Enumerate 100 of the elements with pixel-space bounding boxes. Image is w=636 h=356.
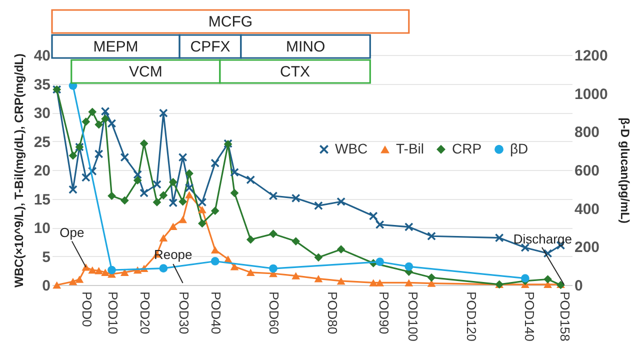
x-tick-label: POD10 <box>105 292 120 334</box>
point <box>230 188 239 198</box>
point <box>159 264 168 272</box>
legend-label: CRP <box>452 140 482 156</box>
point <box>108 192 116 200</box>
point <box>404 262 414 271</box>
point <box>140 188 148 198</box>
point <box>314 201 323 210</box>
y2-tick-label: 1000 <box>574 86 608 103</box>
point <box>314 253 323 262</box>
point <box>168 198 178 207</box>
point <box>269 264 278 273</box>
y-tick-label: 35 <box>34 76 50 94</box>
point <box>336 277 346 285</box>
x-tick-label: POD158 <box>557 292 572 342</box>
point <box>427 280 436 287</box>
point <box>246 235 255 244</box>
point <box>133 176 142 185</box>
point <box>94 120 104 129</box>
x-tick-label: POD140 <box>522 292 537 342</box>
text: MEPM <box>93 38 138 56</box>
point <box>101 114 110 124</box>
point <box>269 230 278 238</box>
point <box>140 139 148 148</box>
y-tick-label: 10 <box>34 220 50 237</box>
point <box>404 279 414 286</box>
x-tick-label: POD100 <box>406 292 421 342</box>
point <box>269 192 278 200</box>
legend-label: WBC <box>335 140 368 156</box>
point <box>369 279 378 286</box>
point <box>376 258 384 266</box>
point <box>101 268 110 276</box>
point <box>210 246 220 254</box>
point <box>292 237 300 246</box>
x-tick-label: POD30 <box>176 292 192 334</box>
point <box>495 234 504 242</box>
point <box>68 278 78 286</box>
x-tick-label: POD60 <box>266 292 282 334</box>
y-tick-label: 0 <box>42 278 50 294</box>
point <box>178 197 187 206</box>
point <box>82 264 90 271</box>
y-tick-label: 15 <box>34 191 50 208</box>
point <box>185 169 194 178</box>
point <box>159 234 168 242</box>
point <box>159 108 168 118</box>
point <box>292 194 300 202</box>
point <box>520 274 530 282</box>
y-tick-label: 20 <box>34 162 50 180</box>
point <box>82 173 90 182</box>
annotation: VCM <box>128 64 162 80</box>
annotation: Discharge <box>513 231 572 246</box>
point <box>246 268 255 276</box>
point <box>230 168 239 176</box>
point <box>120 268 129 276</box>
point <box>544 275 552 284</box>
point <box>159 191 168 200</box>
point <box>404 222 414 232</box>
y2-tick-label: 400 <box>574 200 600 218</box>
point <box>108 266 116 274</box>
y2-tick-label: 0 <box>574 278 583 294</box>
text: MCFG <box>208 14 253 30</box>
point <box>88 108 97 116</box>
point <box>88 266 97 274</box>
point <box>427 273 436 282</box>
point <box>198 198 206 206</box>
point <box>185 184 194 192</box>
y-tick-label: 30 <box>34 105 50 122</box>
point <box>427 232 436 240</box>
x-tick-label: POD20 <box>138 292 153 334</box>
point <box>336 197 346 206</box>
point <box>210 158 220 168</box>
y-tick-label: 5 <box>42 248 50 266</box>
legend-label: T-Bil <box>396 140 424 156</box>
point <box>68 185 78 194</box>
point <box>198 206 206 214</box>
y2-tick-label: 1200 <box>574 48 608 64</box>
point <box>376 279 384 286</box>
x-tick-label: POD120 <box>464 292 479 342</box>
point <box>198 219 206 228</box>
point <box>120 196 129 205</box>
point <box>292 272 300 280</box>
point <box>68 151 78 160</box>
point <box>168 178 178 186</box>
x-tick-label: POD90 <box>376 292 392 334</box>
point <box>52 281 62 289</box>
point <box>168 222 178 230</box>
text: CPFX <box>190 38 230 56</box>
point <box>376 220 384 229</box>
point <box>94 267 104 274</box>
point <box>152 180 162 189</box>
x-tick-label: POD40 <box>208 292 224 334</box>
legend-label: βD <box>510 140 528 156</box>
point <box>101 107 110 116</box>
point <box>133 170 142 179</box>
y-tick-label: 25 <box>34 134 50 151</box>
point <box>178 216 187 224</box>
point <box>75 276 84 283</box>
point <box>94 150 104 158</box>
y2-tick-label: 600 <box>574 162 600 180</box>
y2-tick-label: 800 <box>574 124 600 142</box>
